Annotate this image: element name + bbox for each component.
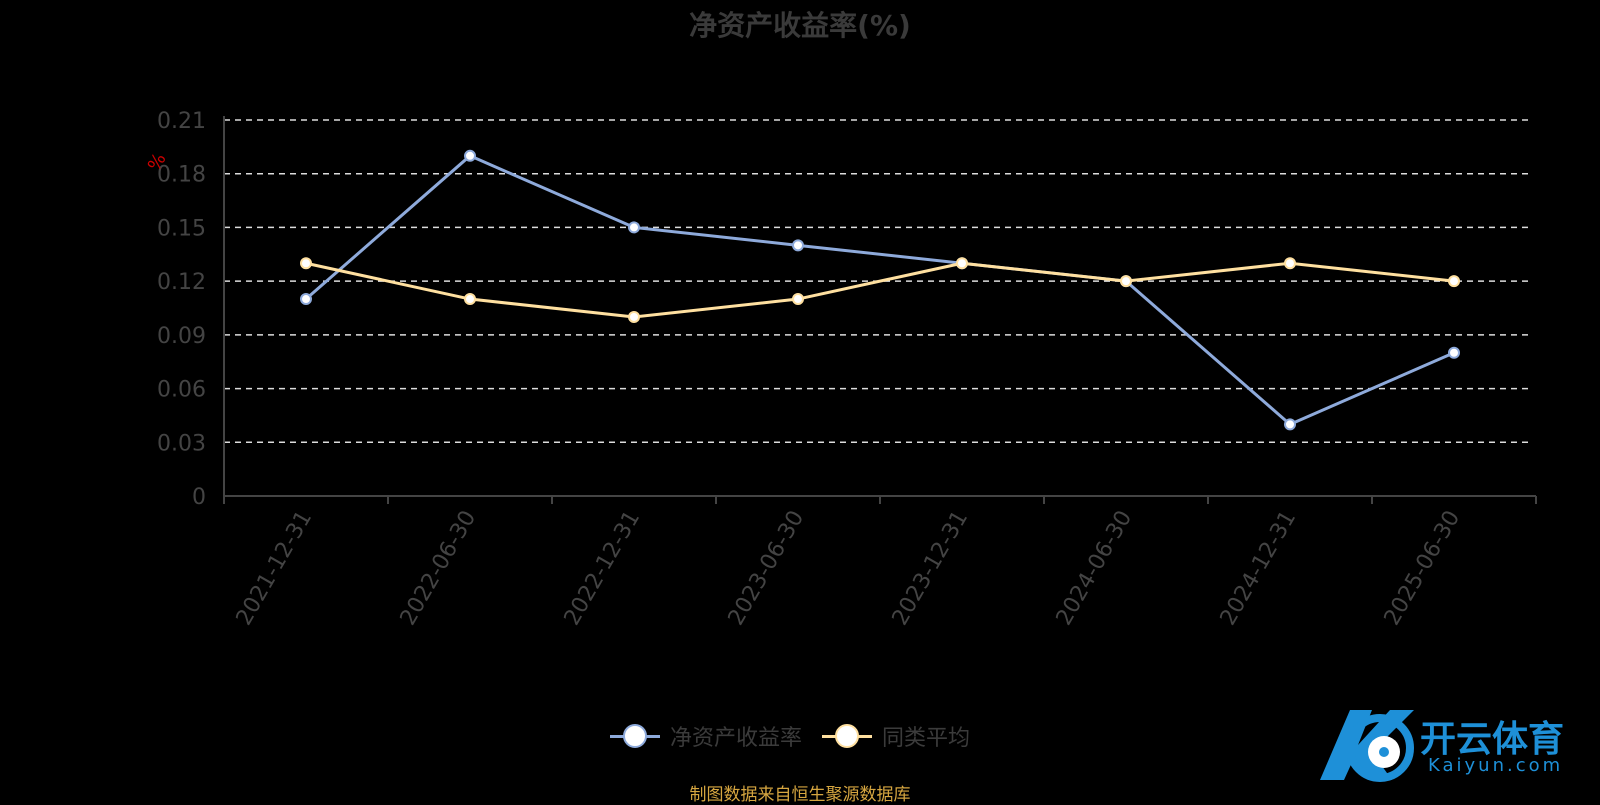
- data-point-1: [1448, 275, 1460, 288]
- data-point-0: [1448, 346, 1460, 359]
- x-tick-label: 2025-06-30: [1380, 507, 1466, 630]
- kaiyun-logo-icon: [1320, 710, 1414, 782]
- x-tick-label: 2024-06-30: [1052, 507, 1138, 630]
- series-line-0: [305, 154, 1455, 426]
- watermark-brand: 开云体育: [1420, 719, 1565, 760]
- y-tick-label: 0.03: [157, 431, 206, 456]
- legend-item-peer-average[interactable]: 同类平均: [822, 720, 970, 752]
- data-point-1: [628, 310, 640, 323]
- legend-label-roe: 净资产收益率: [670, 726, 803, 751]
- watermark-domain: Kaiyun.com: [1428, 755, 1564, 776]
- legend-label-peer-average: 同类平均: [882, 726, 971, 751]
- legend-swatch-roe: [610, 722, 660, 750]
- data-point-0: [628, 221, 640, 234]
- x-tick-label: 2022-12-31: [560, 507, 646, 630]
- y-tick-label: 0.09: [157, 324, 206, 349]
- x-tick-label: 2021-12-31: [232, 507, 318, 630]
- x-tick-label: 2022-06-30: [396, 507, 482, 630]
- data-point-1: [300, 257, 312, 270]
- data-point-0: [1284, 418, 1296, 431]
- data-point-0: [300, 293, 312, 306]
- x-tick-label: 2023-06-30: [724, 507, 810, 630]
- x-tick-label: 2024-12-31: [1216, 507, 1302, 630]
- legend-swatch-peer-average: [822, 722, 873, 750]
- x-tick-label: 2023-12-31: [888, 507, 974, 630]
- legend-item-roe[interactable]: 净资产收益率: [610, 720, 802, 752]
- y-tick-label: 0.15: [157, 216, 206, 241]
- y-tick-label: 0: [192, 485, 206, 510]
- y-tick-label: 0.12: [157, 270, 206, 295]
- series-line-1: [305, 261, 1455, 319]
- y-tick-label: 0.21: [157, 109, 206, 134]
- data-point-0: [464, 149, 476, 162]
- data-point-1: [464, 293, 476, 306]
- data-point-1: [1284, 257, 1296, 270]
- data-point-0: [792, 239, 804, 252]
- data-point-1: [1120, 275, 1132, 288]
- data-point-1: [956, 257, 968, 270]
- y-tick-label: 0.18: [157, 163, 206, 188]
- legend: 净资产收益率 同类平均: [610, 718, 970, 754]
- y-tick-label: 0.06: [157, 378, 206, 403]
- data-point-1: [792, 293, 804, 306]
- chart-title: 净资产收益率(%): [689, 9, 911, 42]
